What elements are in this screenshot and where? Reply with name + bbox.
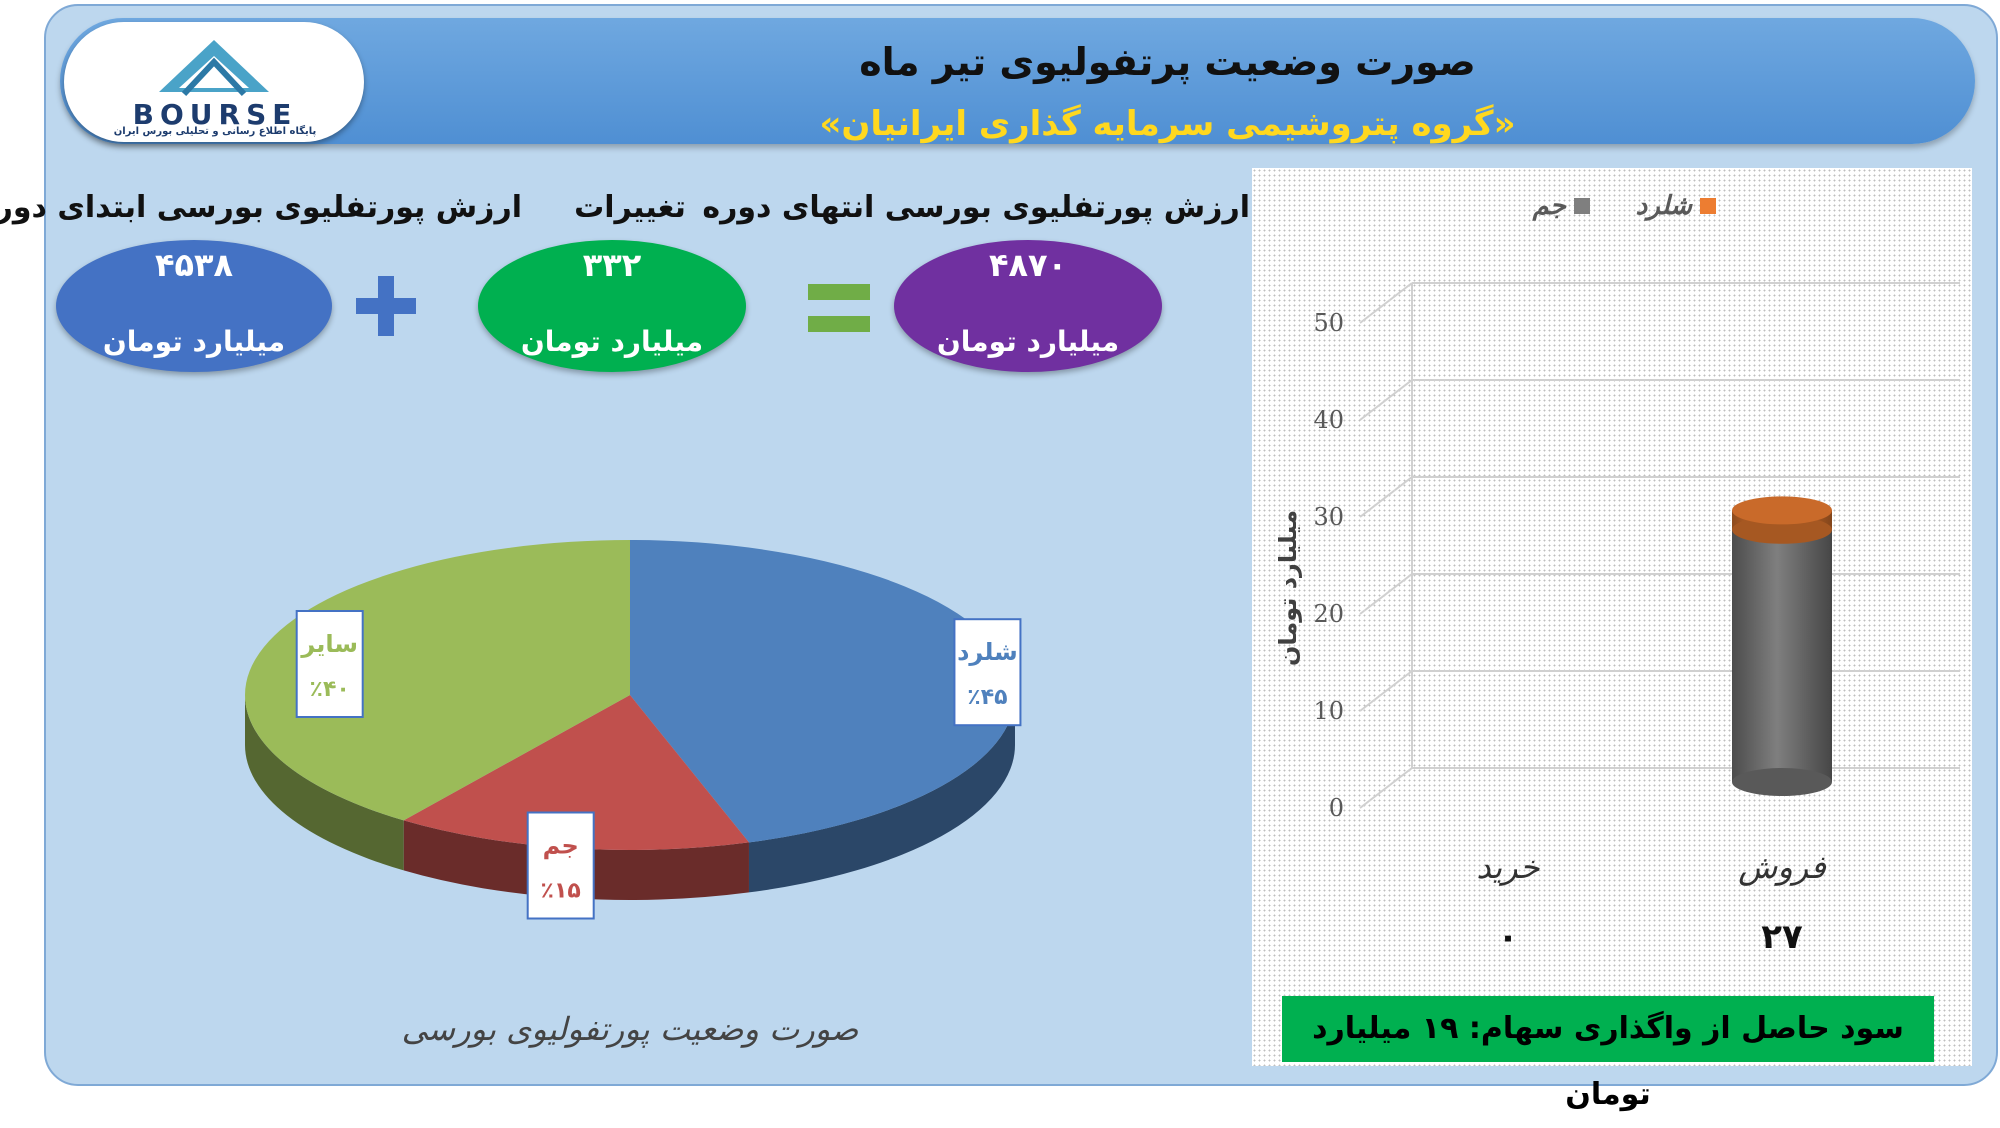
grid-diag-0	[1359, 767, 1413, 809]
grid-diag-2	[1359, 573, 1413, 615]
logo-text: BOURSE	[132, 98, 298, 131]
grid-diag-4	[1359, 379, 1413, 421]
pie-label-percent-1: ٪۱۵	[541, 879, 581, 904]
legend-label-0: شلرد	[1636, 191, 1694, 221]
y-tick-1: 10	[1313, 697, 1344, 725]
equals-icon	[808, 284, 870, 332]
y-tick-0: 0	[1329, 794, 1344, 822]
kpi-end-value: ۴۸۷۰	[988, 246, 1068, 284]
bar-top-0-1	[1732, 496, 1832, 525]
kpi-change-unit: میلیارد تومان	[520, 325, 704, 358]
pie-side-2	[244, 695, 404, 871]
pie-label-box-1	[526, 811, 595, 920]
pie-label-percent-0: ٪۴۵	[967, 685, 1007, 710]
kpi-change-value: ۳۳۲	[582, 246, 642, 284]
bourse-logo: BOURSE پایگاه اطلاع رسانی و تحلیلی بورس …	[64, 22, 364, 142]
kpi-start-ellipse: ۴۵۳۸ میلیارد تومان	[56, 240, 332, 372]
pie-side-0	[748, 695, 1015, 893]
header-banner: صورت وضعیت پرتفولیوی تیر ماه «گروه پتروش…	[60, 18, 1975, 144]
bar-chart-panel	[1252, 168, 1972, 1066]
portfolio-pie-chart: شلرد ٪۴۵ جم ٪۱۵ سایر ٪۴۰	[244, 540, 1022, 920]
x-category-0: فروش	[1738, 848, 1826, 886]
legend-label-1: جم	[1532, 191, 1567, 221]
plus-icon	[356, 276, 416, 336]
kpi-end-label: ارزش پورتفلیوی بورسی انتهای دوره	[702, 190, 1250, 225]
grid-diag-1	[1359, 670, 1413, 712]
bar-base-0-0	[1732, 768, 1832, 796]
kpi-start-unit: میلیارد تومان	[102, 325, 286, 358]
kpi-start-label: ارزش پورتفلیوی بورسی ابتدای دوره	[0, 190, 522, 225]
logo-subtitle: پایگاه اطلاع رسانی و تحلیلی بورس ایران	[113, 126, 317, 137]
pie-label-box-2	[295, 610, 364, 718]
bar-base-0-1	[1732, 515, 1832, 544]
pie-label-name-0: شلرد	[957, 638, 1018, 666]
y-tick-5: 50	[1313, 309, 1344, 337]
grid-diag-5	[1359, 282, 1413, 324]
page-subtitle: «گروه پتروشیمی سرمایه گذاری ایرانیان»	[819, 104, 1516, 144]
legend-swatch-0	[1700, 198, 1716, 214]
kpi-end-unit: میلیارد تومان	[936, 325, 1120, 358]
pie-label-name-1: جم	[543, 832, 579, 860]
pie-label-percent-2: ٪۴۰	[310, 677, 350, 702]
trade-bar-chart: 0 10 20 30 40 50 میلیارد تومان فروش ۲۷ خرید ۰ شلرد ج…	[1274, 191, 1960, 957]
pie-chart-title: صورت وضعیت پورتفولیوی بورسی	[401, 1010, 859, 1048]
kpi-change-label: تغییرات	[574, 190, 686, 225]
y-tick-4: 40	[1313, 406, 1344, 434]
pie-label-box-0	[953, 618, 1022, 727]
logo-mark-icon	[159, 40, 269, 97]
bar-0-0	[1732, 529, 1832, 782]
y-axis-label: میلیارد تومان	[1274, 510, 1302, 666]
kpi-start-value: ۴۵۳۸	[154, 246, 234, 284]
pie-slice-1	[403, 695, 749, 850]
profit-summary: سود حاصل از واگذاری سهام: ۱۹ میلیارد توم…	[1282, 996, 1934, 1112]
x-category-1: خرید	[1476, 848, 1539, 886]
grid-diag-3	[1359, 476, 1413, 518]
kpi-end-ellipse: ۴۸۷۰ میلیارد تومان	[894, 240, 1162, 372]
y-tick-2: 20	[1313, 600, 1344, 628]
y-tick-3: 30	[1313, 503, 1344, 531]
category-total-0: ۲۷	[1761, 917, 1803, 957]
page-title: صورت وضعیت پرتفولیوی تیر ماه	[859, 40, 1476, 84]
kpi-change-ellipse: ۳۳۲ میلیارد تومان	[478, 240, 746, 372]
legend-swatch-1	[1574, 198, 1590, 214]
pie-slice-0	[630, 540, 1015, 843]
category-total-1: ۰	[1498, 917, 1519, 957]
pie-label-name-2: سایر	[300, 630, 358, 658]
